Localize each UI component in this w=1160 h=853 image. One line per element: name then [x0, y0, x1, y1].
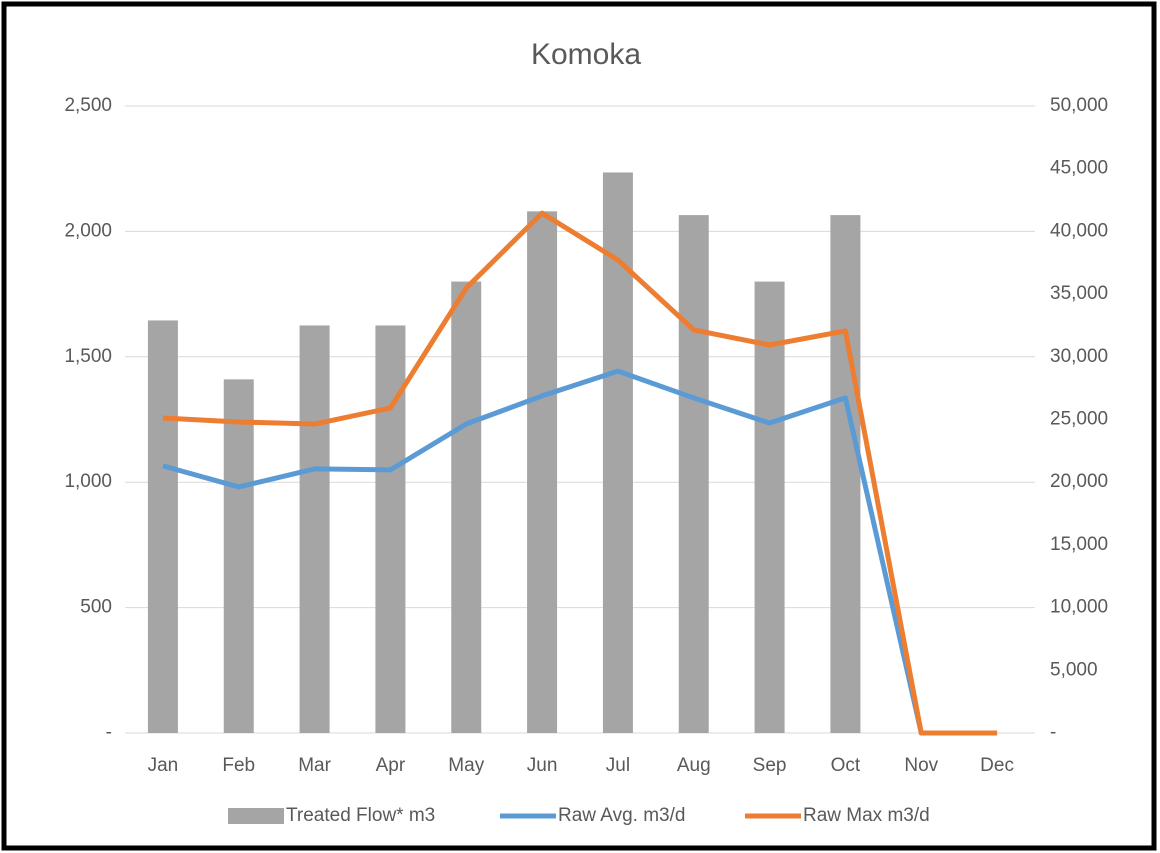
line: [162, 210, 998, 736]
x-tick-label: May: [448, 755, 484, 776]
y2-tick-label: 30,000: [1050, 346, 1108, 367]
bar: [451, 281, 482, 733]
x-tick-label: Apr: [376, 755, 406, 776]
x-tick-label: Jan: [148, 755, 179, 776]
legend-swatch: [228, 808, 284, 824]
bar: [299, 325, 330, 733]
y2-tick-label: 50,000: [1050, 95, 1108, 116]
y2-tick-label: 20,000: [1050, 471, 1108, 492]
y-tick-label: 1,000: [64, 471, 112, 492]
legend-label: Raw Max m3/d: [803, 805, 930, 826]
y2-tick-label: 10,000: [1050, 597, 1108, 618]
y2-tick-label: 25,000: [1050, 409, 1108, 430]
y-tick-label: 2,500: [64, 95, 112, 116]
bar: [678, 215, 709, 733]
bar: [223, 379, 254, 733]
bar: [602, 172, 633, 733]
bar: [830, 215, 861, 733]
bar: [754, 281, 785, 733]
y2-tick-label: 5,000: [1050, 659, 1098, 680]
x-tick-label: Feb: [222, 755, 255, 776]
y2-tick-label: 45,000: [1050, 158, 1108, 179]
y2-tick-label: 15,000: [1050, 534, 1108, 555]
y-tick-label: 500: [80, 597, 112, 618]
y-tick-label: 2,000: [64, 220, 112, 241]
legend-label: Raw Avg. m3/d: [558, 805, 685, 826]
legend-label: Treated Flow* m3: [286, 805, 435, 826]
bar: [147, 320, 178, 733]
x-tick-label: Oct: [831, 755, 861, 776]
x-tick-label: Jul: [606, 755, 630, 776]
chart-title: Komoka: [531, 38, 641, 71]
x-tick-label: Mar: [298, 755, 331, 776]
x-tick-label: Sep: [753, 755, 787, 776]
y2-tick-label: -: [1050, 722, 1056, 743]
x-tick-label: Aug: [677, 755, 711, 776]
y2-tick-label: 35,000: [1050, 283, 1108, 304]
x-tick-label: Dec: [980, 755, 1014, 776]
y2-tick-label: 40,000: [1050, 220, 1108, 241]
line: [162, 368, 998, 736]
y-tick-label: 1,500: [64, 346, 112, 367]
bar: [527, 211, 558, 733]
bar: [375, 325, 406, 733]
x-tick-label: Jun: [527, 755, 558, 776]
y-tick-label: -: [106, 722, 112, 743]
x-tick-label: Nov: [904, 755, 938, 776]
